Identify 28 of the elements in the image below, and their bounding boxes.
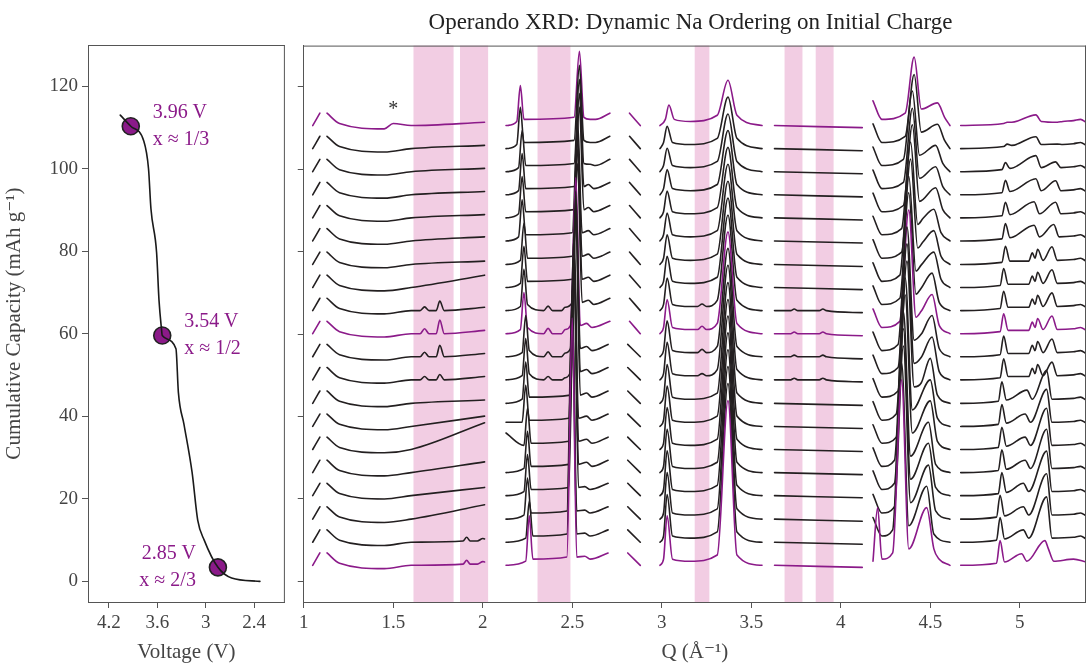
annotation: 3.96 V x ≈ 1/3	[152, 100, 210, 150]
x-axis-title: Voltage (V)	[137, 638, 236, 663]
x-tick-label: 1.5	[381, 611, 406, 633]
x-tick-label: 3.5	[739, 611, 764, 633]
x-tick-label: 4	[836, 611, 847, 633]
x-tick-label: 4.5	[918, 611, 943, 633]
chart-title: Operando XRD: Dynamic Na Ordering on Initial Charge	[428, 8, 953, 34]
annotation: 2.85 V x ≈ 2/3	[139, 541, 197, 591]
x-axis-title: Q (Å⁻¹)	[661, 638, 729, 663]
y-tick-label: 120	[49, 74, 78, 96]
x-tick-label: 1	[299, 611, 309, 633]
y-tick-label: 20	[59, 486, 78, 508]
x-tick-label: 2	[478, 611, 488, 633]
y-tick-label: 60	[59, 321, 78, 343]
x-tick-label: 5	[1015, 611, 1025, 633]
annotation: 3.54 V x ≈ 1/2	[184, 309, 241, 359]
annotation: *	[388, 96, 399, 119]
x-tick-label: 3	[657, 611, 667, 633]
x-tick-label: 3.6	[145, 611, 170, 633]
y-axis-title: Cumulative Capacity (mAh g⁻¹)	[1, 187, 26, 460]
x-tick-label: 4.2	[97, 611, 121, 633]
x-tick-label: 2.4	[242, 611, 267, 633]
y-tick-label: 40	[59, 404, 78, 426]
y-tick-label: 100	[49, 156, 78, 178]
x-tick-label: 2.5	[560, 611, 585, 633]
y-tick-label: 80	[59, 239, 78, 261]
x-tick-label: 3	[201, 611, 211, 633]
y-tick-label: 0	[68, 569, 78, 591]
